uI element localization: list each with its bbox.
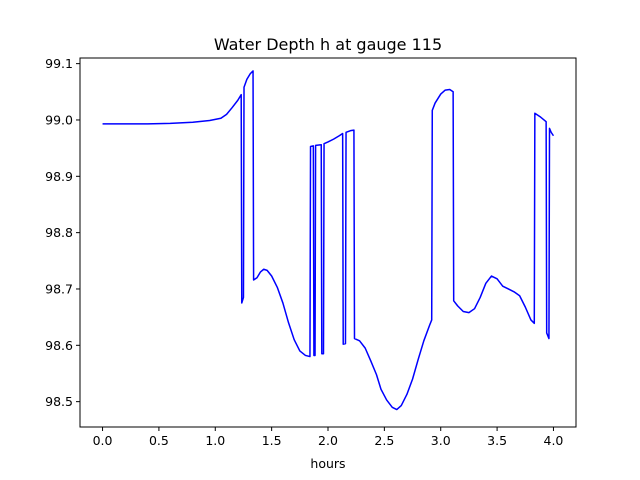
- x-tick-label: 3.5: [487, 433, 507, 448]
- x-tick-label: 4.0: [544, 433, 564, 448]
- x-axis-label: hours: [310, 456, 345, 471]
- y-tick-label: 98.9: [45, 169, 73, 184]
- x-tick-label: 2.0: [318, 433, 338, 448]
- y-tick-label: 98.8: [45, 225, 73, 240]
- y-tick-label: 98.7: [45, 281, 73, 296]
- y-tick-label: 99.0: [45, 112, 73, 127]
- x-tick-label: 0.5: [149, 433, 169, 448]
- series-layer: [102, 70, 555, 411]
- series-line-0: [102, 70, 555, 411]
- chart-title: Water Depth h at gauge 115: [214, 35, 442, 54]
- x-axis: 0.0 0.5 1.0 1.5 2.0 2.5 3.0 3.5 4.0: [93, 427, 564, 448]
- y-tick-label: 99.1: [45, 56, 73, 71]
- plot-area: [79, 57, 577, 428]
- x-tick-label: 2.5: [374, 433, 394, 448]
- x-tick-label: 1.0: [205, 433, 225, 448]
- x-tick-label: 3.0: [431, 433, 451, 448]
- axes-background: [80, 58, 576, 427]
- y-tick-label: 98.6: [45, 338, 73, 353]
- x-tick-label: 1.5: [262, 433, 282, 448]
- y-tick-label: 98.5: [45, 394, 73, 409]
- y-axis: 98.5 98.6 98.7 98.8 98.9 99.0 99.1: [45, 56, 80, 409]
- x-tick-label: 0.0: [93, 433, 113, 448]
